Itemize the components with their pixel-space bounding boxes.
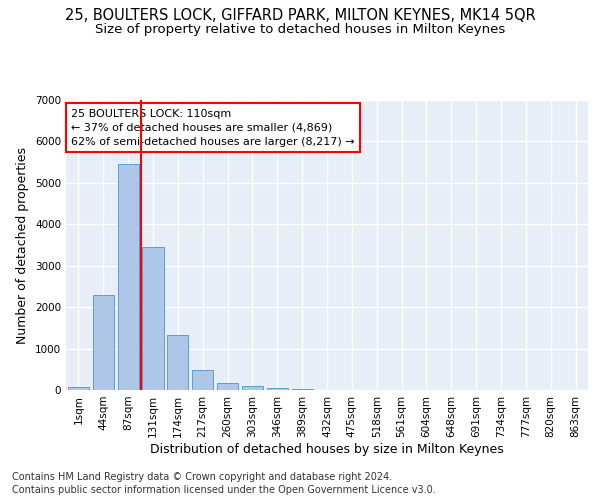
Text: Contains HM Land Registry data © Crown copyright and database right 2024.: Contains HM Land Registry data © Crown c… — [12, 472, 392, 482]
Text: Size of property relative to detached houses in Milton Keynes: Size of property relative to detached ho… — [95, 22, 505, 36]
Bar — [142, 247, 164, 390]
Bar — [93, 294, 114, 390]
Bar — [192, 370, 213, 390]
Bar — [217, 383, 238, 390]
Text: Distribution of detached houses by size in Milton Keynes: Distribution of detached houses by size … — [150, 442, 504, 456]
Bar — [167, 336, 188, 390]
Bar — [292, 389, 313, 390]
Bar — [242, 386, 263, 390]
Text: Contains public sector information licensed under the Open Government Licence v3: Contains public sector information licen… — [12, 485, 436, 495]
Bar — [118, 164, 139, 390]
Text: 25 BOULTERS LOCK: 110sqm
← 37% of detached houses are smaller (4,869)
62% of sem: 25 BOULTERS LOCK: 110sqm ← 37% of detach… — [71, 108, 355, 146]
Text: 25, BOULTERS LOCK, GIFFARD PARK, MILTON KEYNES, MK14 5QR: 25, BOULTERS LOCK, GIFFARD PARK, MILTON … — [65, 8, 535, 22]
Bar — [68, 386, 89, 390]
Y-axis label: Number of detached properties: Number of detached properties — [16, 146, 29, 344]
Bar — [267, 388, 288, 390]
